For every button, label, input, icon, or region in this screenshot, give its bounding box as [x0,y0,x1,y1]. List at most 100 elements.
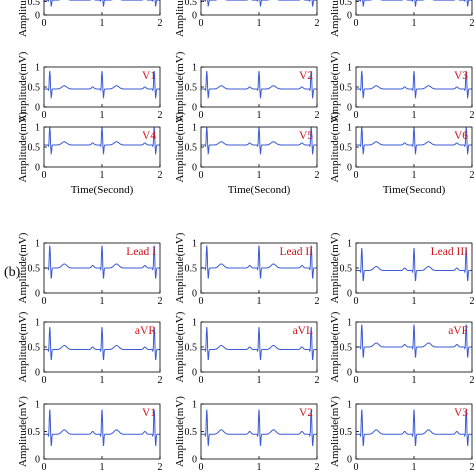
lead-label: V1 [142,70,156,82]
ecg-trace [44,326,160,361]
x-tick-label: 2 [315,462,320,473]
lead-label: Lead III [431,246,469,258]
x-tick-label: 1 [100,375,105,386]
y-tick-label: 0 [347,289,352,300]
x-tick-label: 2 [158,375,163,386]
y-tick-label: 1 [192,318,197,329]
ecg-trace [201,245,317,279]
x-tick-label: 1 [257,462,262,473]
y-axis-label: Amplitude(mV) [174,396,186,467]
y-tick-label: 0.5 [28,343,41,354]
y-axis-label: Amplitude(mV) [174,0,186,37]
y-tick-label: 0.5 [340,143,353,154]
x-tick-label: 0 [199,170,204,181]
x-tick-label: 2 [315,375,320,386]
x-tick-label: 0 [199,375,204,386]
y-tick-label: 1 [35,318,40,329]
y-axis-label: Amplitude(mV) [174,51,186,122]
ecg-trace [356,0,472,8]
y-axis-label: Amplitude(mV) [174,311,186,382]
y-tick-label: 0 [192,163,197,174]
lead-label: aVL [293,325,313,337]
x-tick-label: 0 [42,375,47,386]
y-axis-label: Amplitude(mV) [17,111,29,182]
y-tick-label: 1 [192,400,197,411]
lead-label: Lead II [279,246,313,258]
lead-label: V3 [454,407,468,419]
y-tick-label: 0 [35,455,40,466]
x-tick-label: 1 [412,296,417,307]
y-tick-label: 0 [35,11,40,22]
ecg-trace [356,409,472,446]
lead-label: V6 [454,130,468,142]
panel-label-b: (b) [4,265,21,280]
y-tick-label: 0.5 [340,427,353,438]
x-tick-label: 0 [354,18,359,29]
y-tick-label: 0.5 [340,343,353,354]
y-tick-label: 0 [347,163,352,174]
x-tick-label: 2 [470,375,474,386]
ecg-subplot-15: 0 0.5 1 0 1 2 aVF Amplitude(mV) [329,311,474,386]
ecg-subplot-1: 0 0.5 0 1 2 Amplitude(mV) [17,0,163,37]
x-tick-label: 1 [412,110,417,121]
y-tick-label: 1 [35,239,40,250]
y-tick-label: 0.5 [185,0,198,8]
x-tick-label: 0 [354,110,359,121]
x-tick-label: 2 [315,170,320,181]
ecg-subplot-3: 0 0.5 0 1 2 Amplitude(mV) [329,0,474,37]
x-tick-label: 2 [158,170,163,181]
x-tick-label: 2 [470,170,474,181]
y-tick-label: 0.5 [185,427,198,438]
x-tick-label: 0 [199,110,204,121]
x-tick-label: 2 [315,110,320,121]
x-tick-label: 2 [470,296,474,307]
ecg-trace [356,247,472,282]
y-tick-label: 1 [35,63,40,74]
lead-label: aVR [135,325,156,337]
y-axis-label: Amplitude(mV) [17,396,29,467]
ecg-trace [356,324,472,358]
y-tick-label: 0.5 [28,0,41,8]
x-tick-label: 2 [158,18,163,29]
x-tick-label: 1 [257,170,262,181]
y-tick-label: 0.5 [185,264,198,275]
lead-label: V2 [299,407,313,419]
x-tick-label: 1 [257,110,262,121]
y-tick-label: 0 [192,11,197,22]
ecg-trace [201,409,317,446]
y-tick-label: 1 [192,239,197,250]
x-axis-label: Time(Second) [71,184,134,196]
y-tick-label: 0 [35,163,40,174]
x-tick-label: 1 [100,110,105,121]
x-tick-label: 0 [354,170,359,181]
y-tick-label: 1 [192,123,197,134]
y-tick-label: 0 [192,103,197,114]
y-tick-label: 1 [35,400,40,411]
y-axis-label: Amplitude(mV) [174,232,186,303]
x-tick-label: 0 [42,110,47,121]
x-tick-label: 1 [412,462,417,473]
x-tick-label: 1 [100,462,105,473]
y-axis-label: Amplitude(mV) [329,51,341,122]
y-tick-label: 0.5 [340,0,353,8]
x-tick-label: 1 [412,18,417,29]
y-tick-label: 0 [192,289,197,300]
y-tick-label: 1 [347,400,352,411]
y-tick-label: 0.5 [28,427,41,438]
lead-label: aVF [448,325,468,337]
y-tick-label: 0.5 [340,83,353,94]
y-axis-label: Amplitude(mV) [17,311,29,382]
y-tick-label: 0.5 [28,264,41,275]
x-tick-label: 0 [199,462,204,473]
ecg-trace [44,409,160,446]
y-tick-label: 0.5 [185,83,198,94]
lead-label: V2 [299,70,313,82]
y-axis-label: Amplitude(mV) [329,396,341,467]
y-tick-label: 0 [35,103,40,114]
x-tick-label: 2 [470,462,474,473]
ecg-subplot-2: 0 0.5 0 1 2 Amplitude(mV) [174,0,320,37]
x-tick-label: 0 [42,296,47,307]
